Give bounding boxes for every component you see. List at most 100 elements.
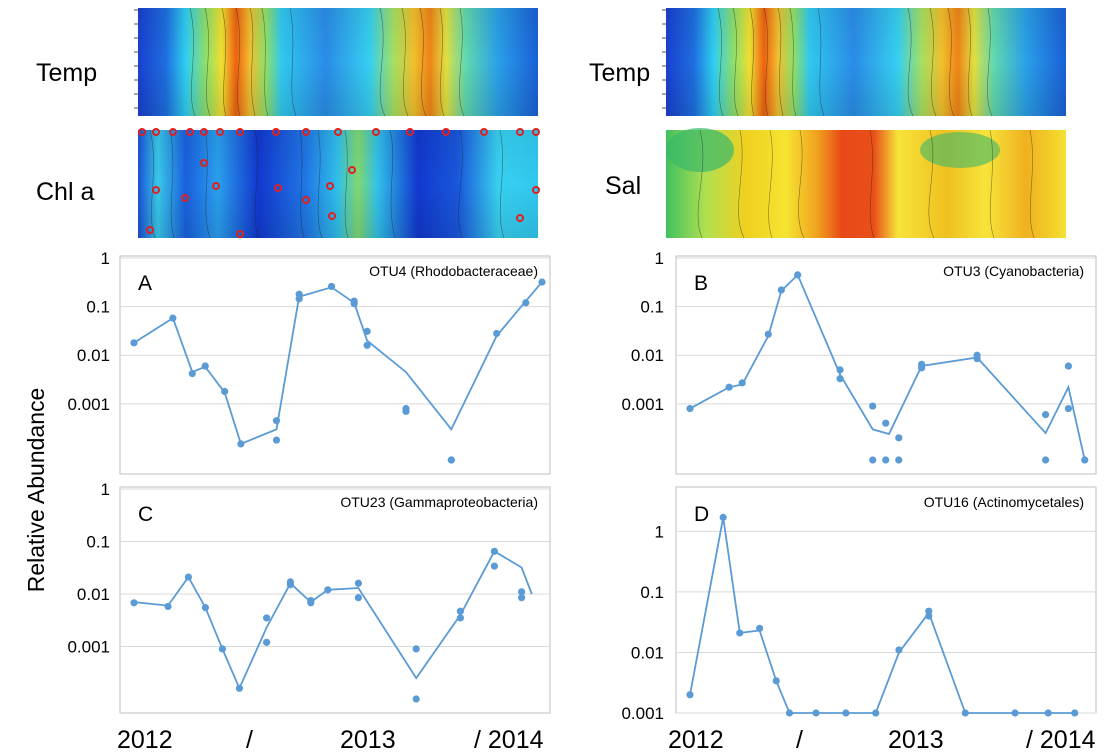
data-point: [412, 645, 420, 653]
data-point: [738, 379, 746, 387]
data-point: [518, 588, 526, 596]
heatmap-left-bottom: [138, 128, 540, 239]
data-point: [522, 299, 530, 307]
panel-letter: A: [138, 272, 152, 295]
y-tick-label: 1: [101, 249, 110, 268]
data-point: [882, 419, 890, 427]
series-line: [689, 517, 1075, 714]
heatmap-right-top: [662, 7, 1066, 117]
chart-panel-a: 1 0.1 0.01 0.001 A OTU4 (Rhodobacteraceae): [67, 249, 551, 475]
y-tick-label: 0.1: [640, 583, 664, 602]
panel-title: OTU4 (Rhodobacteraceae): [369, 263, 538, 279]
data-point: [764, 330, 772, 338]
y-tick-label: 0.001: [67, 638, 110, 657]
data-point: [1071, 709, 1079, 717]
plot-frame: [675, 486, 1097, 714]
heatmap-label-sal: Sal: [605, 172, 641, 200]
data-point: [812, 709, 820, 717]
chart-panel-b: 1 0.1 0.01 0.001 B OTU3 (Cyanobacteria): [621, 249, 1097, 475]
y-tick-label: 0.01: [77, 585, 110, 604]
data-point: [836, 375, 844, 383]
data-point: [307, 599, 315, 607]
data-point: [350, 300, 358, 308]
data-point: [794, 271, 802, 279]
data-point: [925, 612, 933, 620]
heatmap-right-bottom: [666, 128, 1066, 239]
data-point: [538, 278, 546, 286]
data-point: [286, 581, 294, 589]
data-point: [363, 341, 371, 349]
data-point: [272, 417, 281, 425]
data-point: [295, 295, 303, 303]
x-label-left-slash: /: [246, 726, 253, 754]
data-point: [882, 456, 890, 464]
data-point: [1064, 362, 1073, 370]
data-point: [518, 594, 526, 602]
data-point: [221, 387, 229, 396]
data-point: [836, 366, 844, 374]
y-tick-label: 1: [101, 480, 110, 499]
y-tick-label: 0.1: [86, 298, 110, 317]
series-line: [133, 281, 543, 446]
data-point: [872, 709, 880, 717]
data-point: [130, 599, 138, 607]
heatmap-label-temp-left: Temp: [36, 59, 97, 87]
data-point: [164, 602, 172, 611]
data-point: [412, 695, 420, 703]
plot-frame: [119, 255, 551, 475]
y-tick-label: 1: [655, 522, 664, 541]
panel-title: OTU16 (Actinomycetales): [924, 494, 1084, 510]
x-label-right-2012: 2012: [668, 726, 724, 754]
data-point: [777, 286, 785, 294]
y-tick-label: 0.01: [631, 643, 664, 662]
data-point: [686, 691, 694, 699]
data-point: [736, 629, 744, 637]
data-point: [201, 604, 209, 612]
data-point: [842, 709, 850, 717]
y-axis-label: Relative Abundance: [23, 388, 49, 593]
data-point: [402, 407, 410, 415]
data-point: [169, 314, 177, 322]
data-point: [184, 573, 192, 581]
y-tick-label: 0.001: [621, 704, 664, 723]
data-point: [354, 594, 362, 602]
heatmap-left-top: [134, 7, 538, 117]
data-point: [961, 709, 969, 717]
data-point: [918, 364, 926, 372]
chart-panel-d: 1 0.1 0.01 0.001 D OTU16 (Actinomycetales): [621, 486, 1097, 723]
data-point: [1044, 709, 1052, 717]
y-tick-label: 0.001: [621, 395, 664, 414]
x-label-left-2013: 2013: [340, 726, 396, 754]
data-point: [263, 638, 271, 646]
plot-frame: [675, 255, 1097, 475]
data-point: [1064, 404, 1073, 413]
data-point: [456, 614, 464, 622]
data-point: [447, 456, 455, 464]
data-point: [130, 339, 138, 347]
data-point: [237, 440, 245, 448]
data-point: [188, 369, 196, 378]
data-point: [493, 329, 501, 338]
panel-letter: C: [138, 503, 153, 526]
panel-title: OTU23 (Gammaproteobacteria): [340, 494, 538, 510]
data-point: [895, 434, 903, 442]
data-point: [235, 684, 243, 692]
data-point: [686, 404, 694, 413]
data-point: [1011, 709, 1019, 717]
plot-frame: [119, 486, 551, 714]
data-point: [354, 579, 362, 587]
data-point: [327, 282, 336, 291]
data-point: [263, 614, 271, 622]
data-point: [1041, 456, 1050, 464]
y-tick-label: 0.1: [86, 533, 110, 552]
panel-letter: B: [694, 272, 708, 295]
panel-title: OTU3 (Cyanobacteria): [943, 263, 1084, 279]
data-point: [456, 607, 464, 615]
data-point: [895, 646, 903, 654]
data-point: [324, 586, 332, 594]
data-point: [973, 355, 981, 363]
data-point: [490, 547, 498, 555]
series-line: [689, 273, 1086, 461]
y-tick-label: 0.001: [67, 395, 110, 414]
